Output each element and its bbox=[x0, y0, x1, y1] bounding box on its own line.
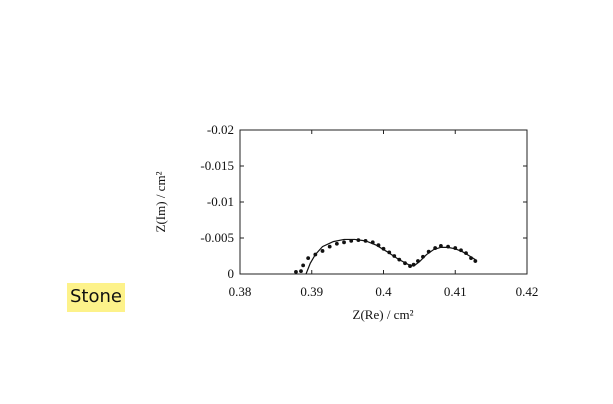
y-tick-label: -0.015 bbox=[200, 158, 234, 173]
data-point bbox=[306, 256, 311, 261]
y-tick-label: -0.01 bbox=[207, 194, 234, 209]
x-tick-label: 0.4 bbox=[375, 284, 392, 299]
data-point bbox=[320, 249, 325, 253]
data-point bbox=[327, 244, 332, 249]
data-point bbox=[473, 259, 478, 263]
x-tick-label: 0.38 bbox=[229, 284, 252, 299]
y-tick-label: -0.005 bbox=[200, 230, 234, 245]
x-tick-label: 0.41 bbox=[444, 284, 467, 299]
x-tick-label: 0.42 bbox=[516, 284, 539, 299]
data-point bbox=[299, 269, 303, 274]
plot-frame bbox=[239, 129, 528, 275]
data-point bbox=[342, 240, 346, 245]
y-axis-label: Z(Im) / cm² bbox=[153, 171, 168, 232]
x-tick-label: 0.39 bbox=[300, 284, 323, 299]
data-point bbox=[301, 263, 306, 268]
fit-line bbox=[305, 238, 476, 275]
y-tick-label: -0.02 bbox=[207, 122, 234, 137]
x-axis-label: Z(Re) / cm² bbox=[353, 307, 414, 322]
data-point bbox=[294, 269, 298, 274]
slide-label: Stone bbox=[67, 283, 125, 312]
data-point bbox=[334, 241, 339, 246]
y-tick-label: 0 bbox=[228, 266, 235, 281]
